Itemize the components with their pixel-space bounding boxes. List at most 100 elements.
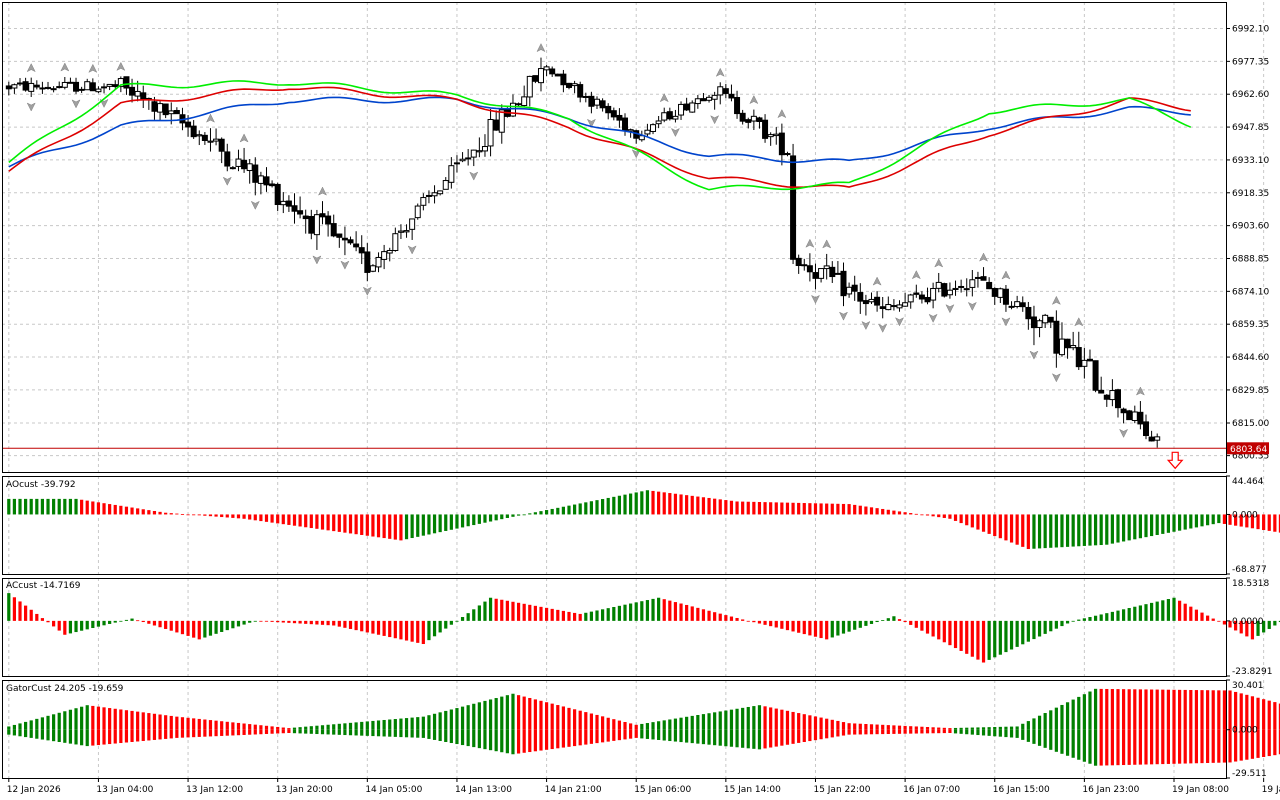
candle[interactable]	[678, 101, 685, 120]
candle[interactable]	[330, 214, 337, 238]
candle[interactable]	[196, 130, 203, 146]
candle[interactable]	[1126, 409, 1133, 421]
candle[interactable]	[565, 82, 572, 90]
candle[interactable]	[605, 103, 612, 120]
candle[interactable]	[252, 157, 259, 196]
candle[interactable]	[213, 128, 220, 146]
candle[interactable]	[862, 294, 869, 316]
candle[interactable]	[476, 137, 483, 158]
candle[interactable]	[806, 253, 813, 282]
candle[interactable]	[1086, 349, 1093, 362]
candle[interactable]	[470, 149, 477, 167]
candle[interactable]	[633, 129, 640, 144]
candle[interactable]	[946, 282, 953, 299]
candle[interactable]	[812, 263, 819, 290]
candle[interactable]	[157, 101, 164, 121]
candle[interactable]	[655, 116, 662, 129]
candle[interactable]	[1014, 295, 1021, 309]
candle[interactable]	[498, 104, 505, 144]
candle[interactable]	[1070, 331, 1077, 351]
candle[interactable]	[420, 193, 427, 211]
candle[interactable]	[963, 278, 970, 297]
candle[interactable]	[403, 224, 410, 238]
candle[interactable]	[1042, 313, 1049, 329]
candle[interactable]	[274, 182, 281, 212]
candle[interactable]	[319, 201, 326, 225]
candle[interactable]	[1154, 433, 1161, 448]
candle[interactable]	[711, 91, 718, 110]
candle[interactable]	[302, 209, 309, 234]
candle[interactable]	[896, 300, 903, 312]
candle[interactable]	[650, 123, 657, 135]
candle[interactable]	[308, 209, 315, 240]
candle[interactable]	[907, 293, 914, 309]
candle[interactable]	[560, 69, 567, 93]
candle[interactable]	[358, 235, 365, 265]
candle[interactable]	[521, 85, 528, 107]
candle[interactable]	[173, 107, 180, 115]
candle[interactable]	[582, 92, 589, 103]
candle[interactable]	[750, 109, 757, 131]
candle[interactable]	[577, 81, 584, 103]
candle[interactable]	[257, 171, 264, 195]
candle[interactable]	[588, 91, 595, 114]
candle[interactable]	[1131, 405, 1138, 424]
candle[interactable]	[857, 283, 864, 314]
candle[interactable]	[1030, 305, 1037, 346]
candle[interactable]	[280, 192, 287, 214]
candle[interactable]	[414, 203, 421, 220]
candle[interactable]	[784, 151, 791, 157]
candle[interactable]	[840, 262, 847, 307]
candle[interactable]	[369, 264, 376, 273]
candle[interactable]	[969, 269, 976, 297]
candle[interactable]	[756, 116, 763, 129]
candle[interactable]	[952, 280, 959, 296]
candle[interactable]	[778, 123, 785, 166]
candle[interactable]	[11, 83, 18, 94]
candle[interactable]	[17, 78, 24, 87]
candle[interactable]	[1098, 376, 1105, 394]
ao-indicator-panel[interactable]	[7, 490, 1280, 550]
candle[interactable]	[465, 149, 472, 166]
candle[interactable]	[325, 211, 332, 237]
candle[interactable]	[941, 282, 948, 298]
candle[interactable]	[1148, 430, 1155, 442]
candle[interactable]	[974, 271, 981, 288]
candle[interactable]	[851, 275, 858, 301]
candle[interactable]	[683, 97, 690, 111]
candle[interactable]	[918, 291, 925, 304]
candle[interactable]	[442, 177, 449, 190]
candle[interactable]	[1002, 284, 1009, 312]
candle[interactable]	[913, 284, 920, 298]
candle[interactable]	[1109, 379, 1116, 407]
ac-indicator-panel[interactable]	[7, 593, 1280, 663]
candle[interactable]	[1103, 394, 1110, 407]
candle[interactable]	[45, 81, 52, 90]
candle[interactable]	[33, 80, 40, 90]
candle[interactable]	[224, 143, 231, 172]
candle[interactable]	[39, 81, 46, 94]
candle[interactable]	[762, 114, 769, 143]
candle[interactable]	[610, 107, 617, 121]
candle[interactable]	[229, 166, 236, 170]
candle[interactable]	[129, 78, 136, 103]
candle[interactable]	[734, 90, 741, 119]
candle[interactable]	[622, 113, 629, 136]
candle[interactable]	[790, 143, 797, 265]
main-price-panel[interactable]	[2, 43, 1226, 470]
candle[interactable]	[67, 77, 74, 84]
candle[interactable]	[997, 287, 1004, 304]
candle[interactable]	[112, 80, 119, 89]
candle[interactable]	[481, 134, 488, 157]
candle[interactable]	[739, 109, 746, 125]
candle[interactable]	[381, 244, 388, 270]
candle[interactable]	[924, 287, 931, 305]
candle[interactable]	[201, 132, 208, 145]
candle[interactable]	[537, 57, 544, 92]
candle[interactable]	[902, 292, 909, 307]
candle[interactable]	[1036, 318, 1043, 338]
candle[interactable]	[795, 254, 802, 274]
candle[interactable]	[5, 81, 12, 96]
candle[interactable]	[392, 227, 399, 252]
candle[interactable]	[666, 107, 673, 121]
